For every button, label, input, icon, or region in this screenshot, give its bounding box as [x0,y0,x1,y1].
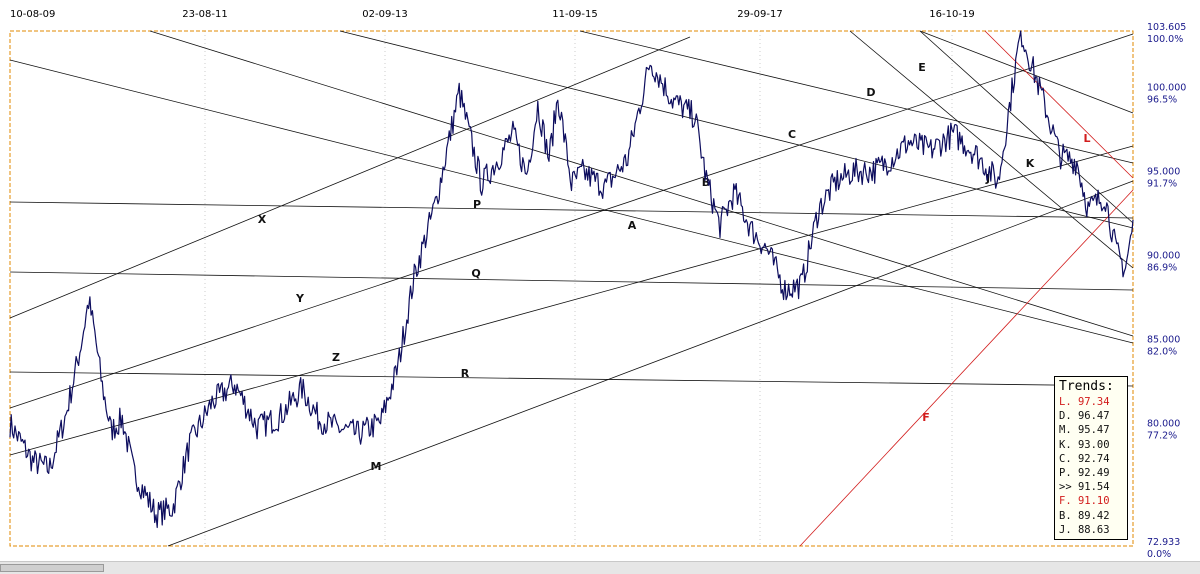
trends-legend-row: M. 95.47 [1059,424,1110,437]
trend-line-l [984,30,1134,179]
x-tick-label: 02-09-13 [362,9,407,20]
y-tick-percent: 86.9% [1147,262,1177,273]
y-tick-value: 85.000 [1147,334,1180,345]
y-tick-value: 80.000 [1147,418,1180,429]
trend-line-a [149,30,1134,337]
trend-line-b [9,59,1134,344]
trends-legend-row: P. 92.49 [1059,467,1110,480]
trend-label-m: M [371,460,382,473]
trends-legend-rows: L. 97.34 D. 96.47 M. 95.47 K. 93.00 C. 92.74… [1059,395,1123,537]
plot-frame [9,30,1134,547]
trends-legend-row: B. 89.42 [1059,509,1110,522]
trend-line-m [167,180,1134,547]
trend-label-r: R [461,367,470,380]
red-trend-lines [799,30,1134,547]
y-tick-value: 95.000 [1147,166,1180,177]
trends-legend-row: >> 91.54 [1059,481,1110,494]
y-tick-percent: 96.5% [1147,95,1177,106]
trend-line-d [579,30,1134,164]
trend-line-j [849,30,1134,269]
trend-label-c: C [788,128,796,141]
trend-label-k: K [1026,157,1035,170]
y-tick-percent: 100.0% [1147,34,1183,45]
x-axis-ticks: 10-08-09 23-08-11 02-09-13 11-09-15 29-09-17… [10,9,975,20]
trend-label-b: B [702,176,710,189]
y-tick-percent: 91.7% [1147,178,1177,189]
x-tick-label: 11-09-15 [552,9,597,20]
trends-legend-row: D. 96.47 [1059,410,1110,423]
x-tick-label: 29-09-17 [737,9,782,20]
trend-label-z: Z [332,351,340,364]
x-tick-label: 23-08-11 [182,9,227,20]
y-tick-percent: 77.2% [1147,430,1177,441]
trend-line-f [799,189,1134,547]
trend-label-x: X [258,213,267,226]
horizontal-scrollbar[interactable] [0,561,1200,574]
trend-label-y: Y [295,292,305,305]
price-series [9,30,1134,529]
trend-label-d: D [866,86,875,99]
trend-line-c [339,30,1134,229]
y-tick-value: 103.605 [1147,22,1186,33]
trends-legend-row: F. 91.10 [1059,495,1110,508]
trends-legend-row: L. 97.34 [1059,396,1110,408]
trend-label-q: Q [471,267,480,280]
trend-label-f: F [922,411,930,424]
trend-label-a: A [628,219,637,232]
trend-line-z [9,145,1134,456]
trends-legend-row: J. 88.63 [1059,523,1110,536]
trend-line-y [9,33,1134,409]
trend-label-e: E [918,61,926,74]
y-tick-percent: 82.0% [1147,346,1177,357]
trend-label-p: P [473,198,481,211]
vertical-gridlines [204,31,953,546]
x-tick-label: 10-08-09 [10,9,55,20]
trends-legend-title: Trends: [1059,379,1114,394]
y-tick-value: 100.000 [1147,83,1186,94]
trend-label-l: L [1083,132,1090,145]
price-line [9,30,1134,529]
trend-line-p [9,201,1134,219]
trend-line-r [9,371,1134,387]
y-tick-value: 90.000 [1147,250,1180,261]
y-tick-percent: 0.0% [1147,549,1171,560]
trend-lines [9,30,1134,547]
y-tick-value: 72.933 [1147,537,1180,548]
trends-legend-row: K. 93.00 [1059,438,1110,451]
trend-line-x [9,36,691,319]
scrollbar-thumb[interactable] [0,564,104,572]
trend-line-q [9,271,1134,291]
trends-legend: Trends: L. 97.34 D. 96.47 M. 95.47 K. 93.00… [1054,376,1128,540]
x-tick-label: 16-10-19 [929,9,974,20]
trends-legend-row: C. 92.74 [1059,452,1110,465]
